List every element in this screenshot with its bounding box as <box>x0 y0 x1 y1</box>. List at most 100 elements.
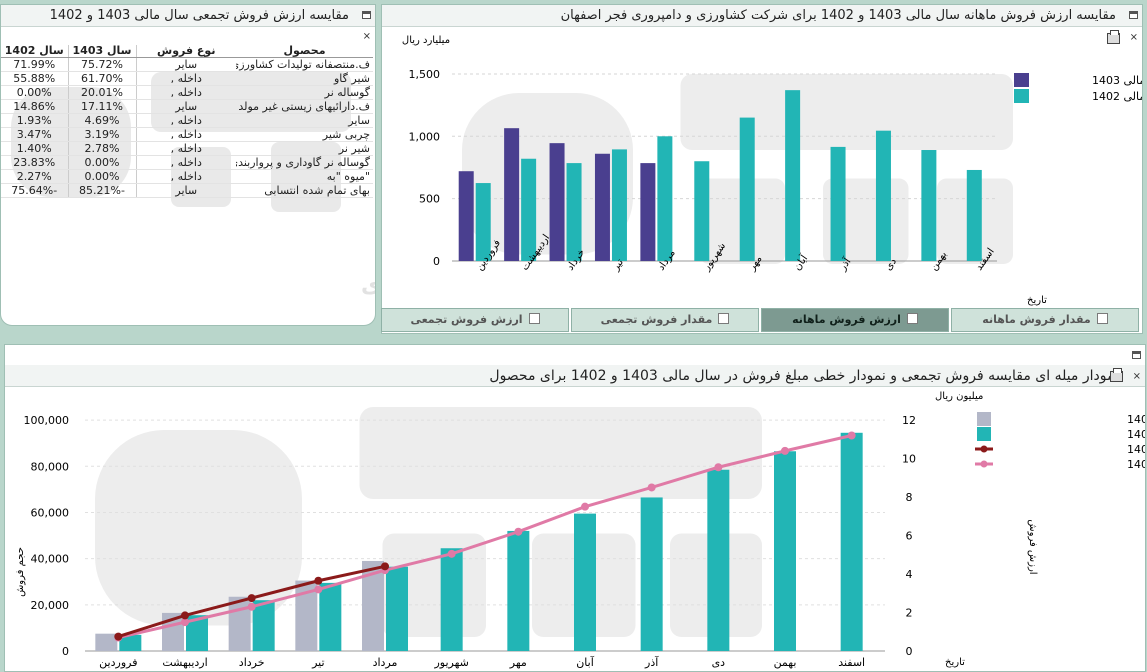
cumulative-sales-chart: 0 20,000 40,000 60,000 80,000 100,000 0 2 4 6 8 10 1… <box>15 391 1145 669</box>
bar-1403 <box>228 596 251 651</box>
clear-selection-icon[interactable]: ⨯ <box>1132 371 1141 382</box>
bar-1402 <box>186 615 208 651</box>
legend-swatch <box>1014 73 1029 87</box>
line-point <box>847 431 856 440</box>
line-point <box>714 463 723 472</box>
bar-1402 <box>566 163 582 261</box>
bar-1402 <box>475 183 491 261</box>
sale-type-cell: داخله , <box>136 141 236 156</box>
y2-unit-label: میلیون ریال <box>935 391 983 402</box>
y-axis-label: میلیارد ریال <box>402 35 450 46</box>
print-icon[interactable] <box>1110 368 1123 382</box>
line-point <box>514 527 523 536</box>
bar-1403 <box>458 171 474 261</box>
tab-4[interactable]: مقدار فروش ماهانه <box>951 308 1139 332</box>
table-row[interactable]: گوساله نر گاوداری و پرواربندی داخله , 0.00… <box>1 155 373 170</box>
value-1403-cell: 0.00% <box>68 155 137 170</box>
table-row[interactable]: بهای تمام شده انتسابی سایر -85.21% -75.64% <box>1 183 373 198</box>
product-cell: "میوه "به <box>236 169 373 184</box>
line-point <box>447 549 456 558</box>
bar-1402 <box>830 146 846 261</box>
maximize-icon[interactable] <box>1132 351 1141 359</box>
y-tick-label: 1,500 <box>409 68 441 81</box>
bar-1402 <box>739 117 755 262</box>
product-cell: چربی شیر <box>236 127 373 142</box>
monthly-chart-panel: مقایسه ارزش فروش ماهانه سال مالی 1403 و … <box>381 4 1143 334</box>
sale-type-cell: داخله , <box>136 85 236 100</box>
maximize-icon[interactable] <box>362 11 371 19</box>
value-1403-cell: 3.19% <box>68 127 137 142</box>
value-1403-cell: 4.69% <box>68 113 137 128</box>
y-tick-label: 20,000 <box>31 599 70 612</box>
bar-1402 <box>319 582 342 651</box>
table-row[interactable]: "میوه "به داخله , 0.00% 2.27% <box>1 169 373 184</box>
bar-1403 <box>295 580 318 651</box>
legend-swatch <box>980 460 988 468</box>
cumulative-chart-title: نمودار میله ای مقایسه فروش تجمعی و نمودا… <box>5 365 1145 387</box>
legend-swatch <box>977 427 991 441</box>
value-1402-cell: 23.83% <box>1 155 69 170</box>
value-1403-cell: 61.70% <box>68 71 137 86</box>
bar-1403 <box>549 143 565 261</box>
product-cell: شیر گاو <box>236 71 373 86</box>
bar-1402 <box>440 548 463 651</box>
line-point <box>381 562 389 571</box>
y2-tick-label: 6 <box>906 530 913 543</box>
sale-type-cell: سایر <box>136 99 236 114</box>
bar-1402 <box>875 130 891 261</box>
table-row[interactable]: گوساله نر داخله , 20.01% 0.00% <box>1 85 373 100</box>
tab-2[interactable]: مقدار فروش تجمعی <box>571 308 759 332</box>
y-tick-label: 80,000 <box>31 460 70 473</box>
line-point <box>781 446 789 455</box>
bar-1402 <box>640 497 663 651</box>
maximize-icon[interactable] <box>1129 11 1138 19</box>
y-tick-label: 0 <box>62 645 69 658</box>
line-point <box>181 618 189 627</box>
col-1403[interactable]: سال 1403 <box>68 45 137 58</box>
tab-1[interactable]: ارزش فروش تجمعی <box>381 308 569 332</box>
bar-1403 <box>504 128 520 261</box>
print-icon[interactable] <box>1107 30 1120 44</box>
col-sale-type[interactable]: نوع فروش <box>136 45 236 58</box>
table-row[interactable]: شیر گاو داخله , 61.70% 55.88% <box>1 71 373 86</box>
table-row[interactable]: ف.دارائیهای زیستی غیر مولد سایر 17.11% 14.8… <box>1 99 373 114</box>
y2-tick-label: 4 <box>906 568 913 581</box>
table-row[interactable]: شیر نر داخله , 2.78% 1.40% <box>1 141 373 156</box>
bar-1402 <box>774 451 796 651</box>
legend-label: ارزش فروش تجمعی 1403 <box>1127 443 1145 456</box>
watermark-text: کارگزار بورس اوراق بهادار، کالا و انرژی <box>361 271 376 298</box>
clear-selection-icon[interactable]: ⨯ <box>1129 32 1138 43</box>
line-chart-icon <box>528 313 540 324</box>
bar-1403 <box>362 560 384 651</box>
value-1402-cell: 1.40% <box>1 141 69 156</box>
bar-1402 <box>657 136 673 261</box>
bar-1402 <box>252 600 275 651</box>
product-cell: بهای تمام شده انتسابی <box>236 183 373 198</box>
tab-3[interactable]: ارزش فروش ماهانه <box>761 308 949 332</box>
table-row[interactable]: ف.منتصفانه تولیدات کشاورزی سایر 75.72% 71.9… <box>1 57 373 72</box>
value-1403-cell: 20.01% <box>68 85 137 100</box>
bar-1403 <box>95 633 118 651</box>
value-1403-cell: 2.78% <box>68 141 137 156</box>
col-1402[interactable]: سال 1402 <box>1 45 69 58</box>
table-row[interactable]: سایر داخله , 4.69% 1.93% <box>1 113 373 128</box>
y-tick-label: 40,000 <box>31 553 70 566</box>
value-1402-cell: 3.47% <box>1 127 69 142</box>
tab-label: مقدار فروش ماهانه <box>982 313 1091 326</box>
sale-type-cell: داخله , <box>136 113 236 128</box>
legend-label: سال مالی 1403 <box>1092 74 1142 87</box>
product-cell: شیر نر <box>236 141 373 156</box>
x-tick-label: خرداد <box>239 656 265 669</box>
x-axis-label: تاریخ <box>945 657 965 668</box>
sale-type-cell: سایر <box>136 183 236 198</box>
product-cell: گوساله نر گاوداری و پرواربندی <box>236 155 373 170</box>
clear-selection-icon[interactable]: ⨯ <box>362 31 371 42</box>
y-tick-label: 500 <box>419 193 440 206</box>
x-tick-label: مرداد <box>373 656 398 669</box>
table-row[interactable]: چربی شیر داخله , 3.19% 3.47% <box>1 127 373 142</box>
col-product[interactable]: محصول <box>236 45 373 58</box>
value-1403-cell: 0.00% <box>68 169 137 184</box>
series-line <box>117 434 853 639</box>
bar-1402 <box>785 90 801 261</box>
x-tick-label: مهر <box>509 656 527 669</box>
